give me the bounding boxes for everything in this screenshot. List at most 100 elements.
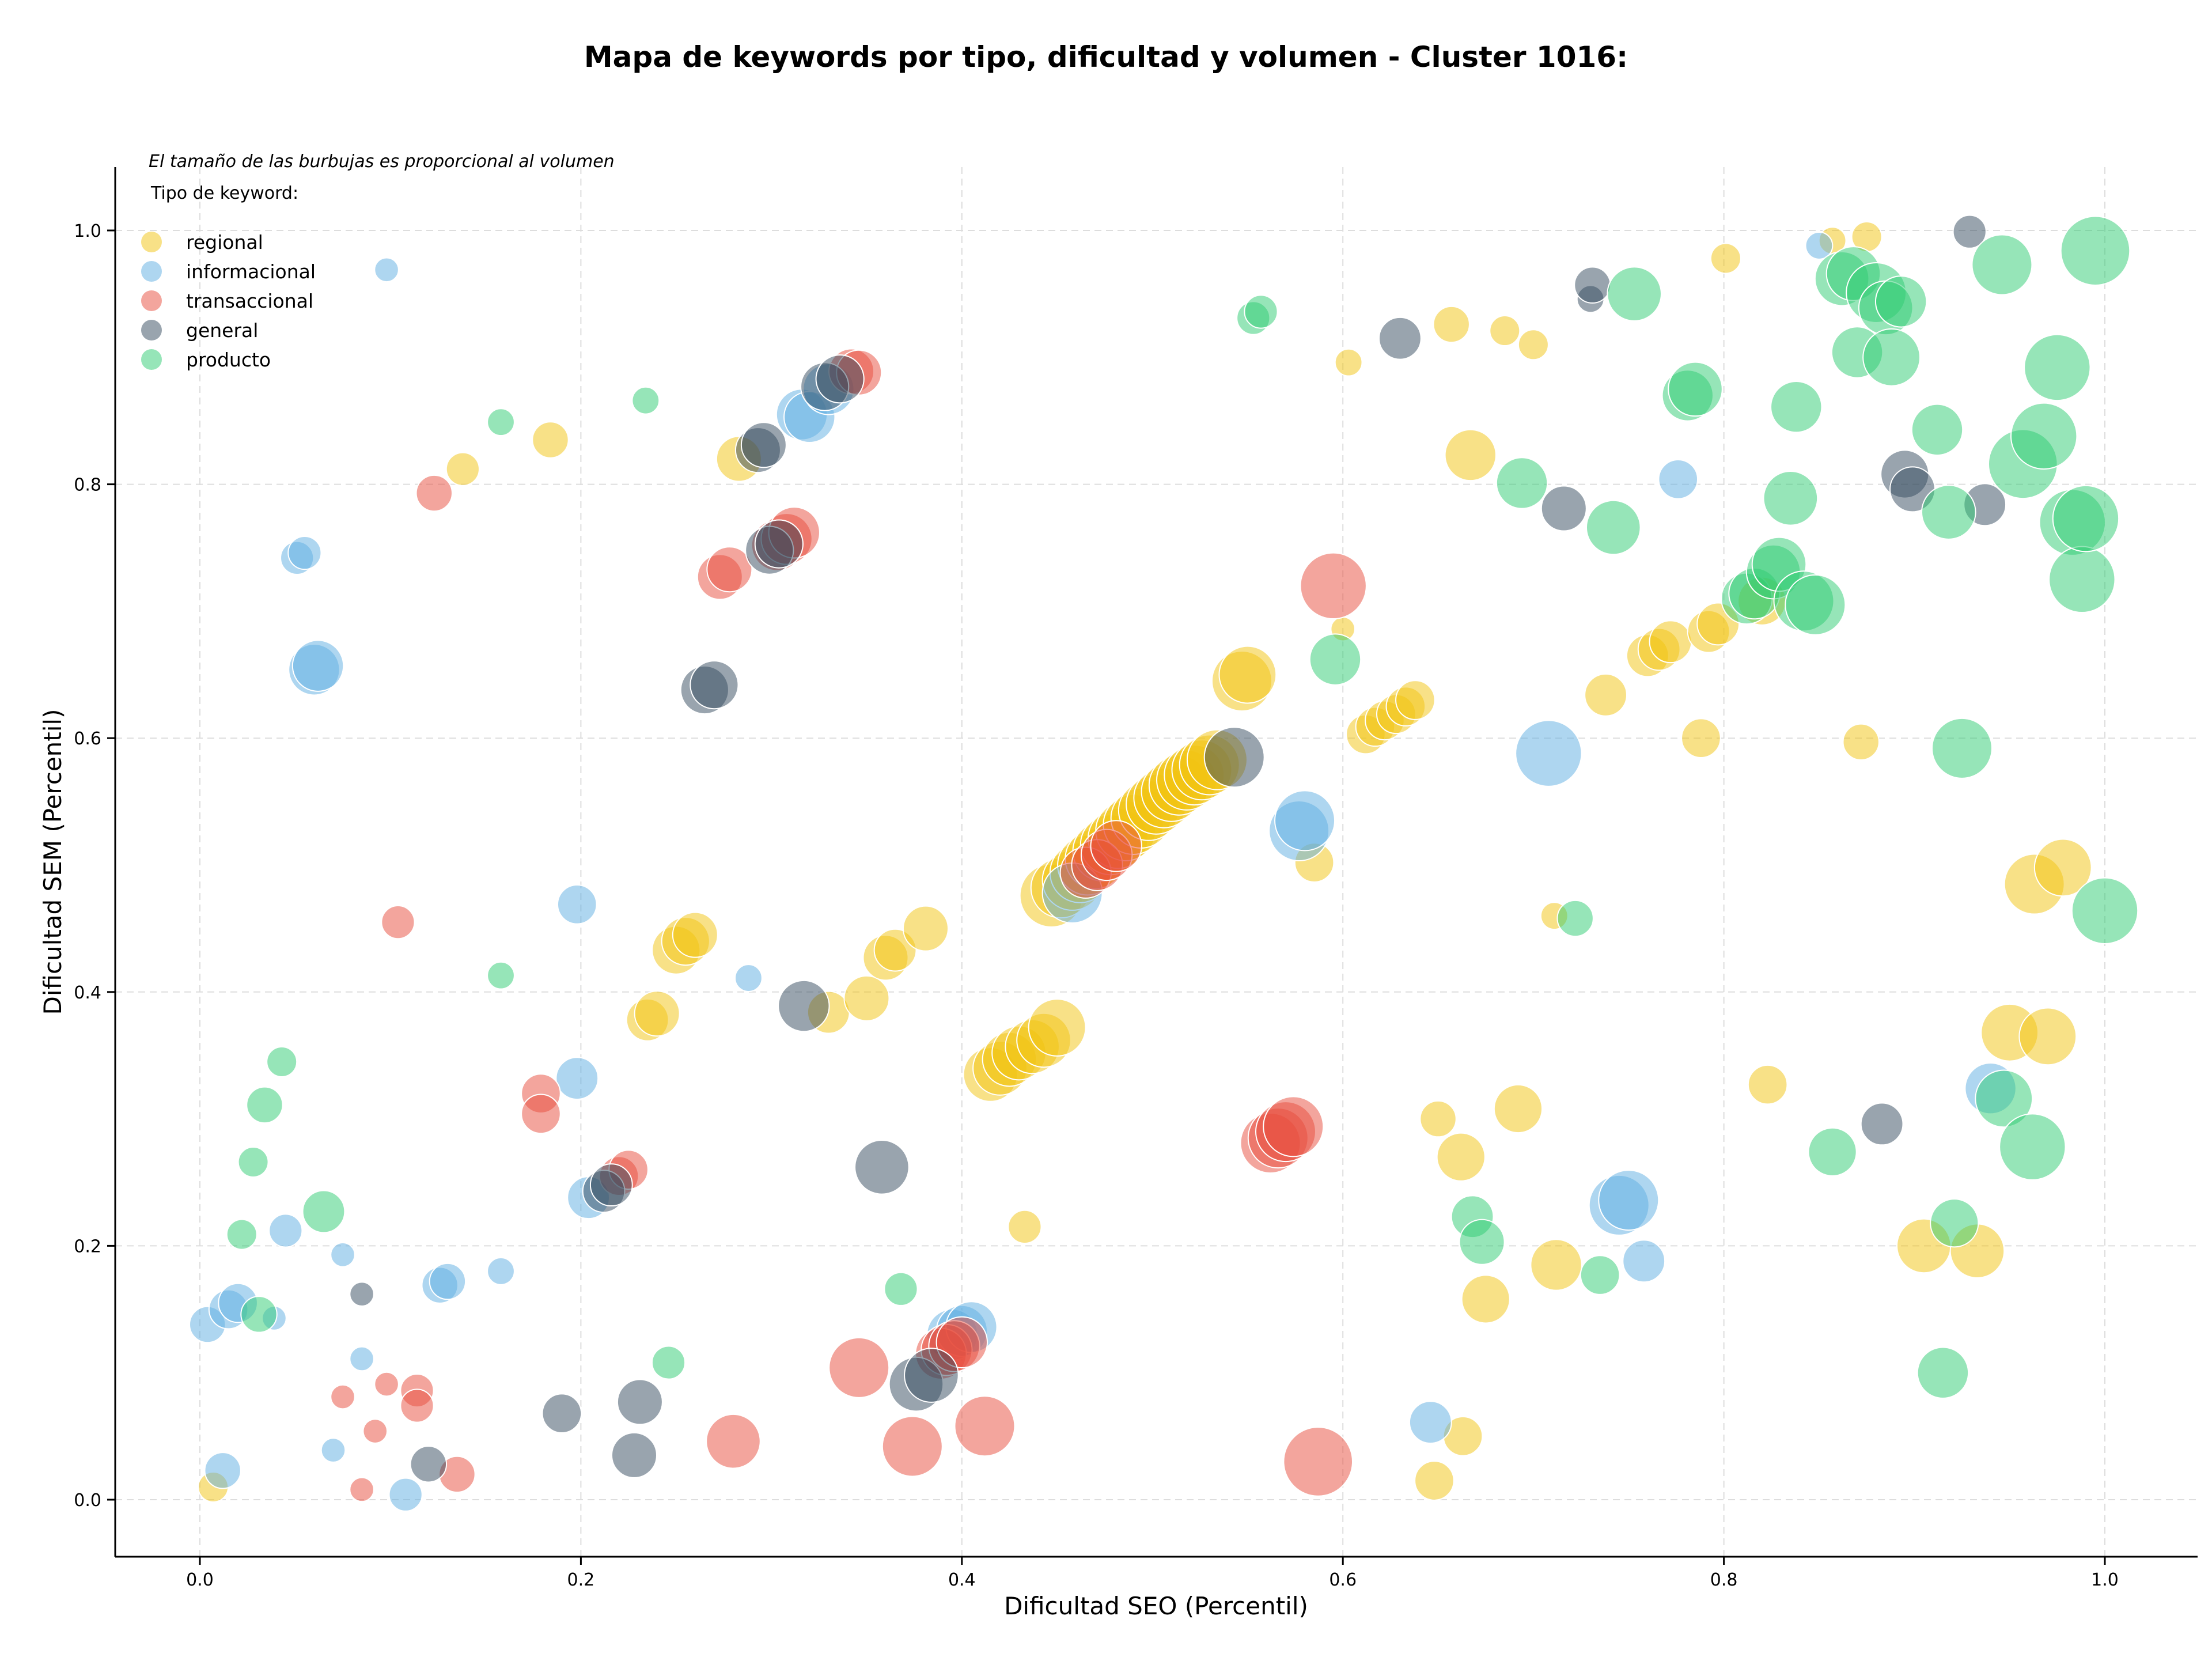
- bubble-transaccional: [362, 1418, 388, 1444]
- bubble-regional: [2018, 1007, 2077, 1066]
- bubble-regional: [1493, 1084, 1543, 1134]
- bubble-informacional: [1598, 1170, 1660, 1231]
- bubble-informacional: [1408, 1401, 1452, 1444]
- bubble-producto: [2010, 402, 2078, 470]
- bubble-producto: [1971, 234, 2033, 296]
- bubble-informacional: [487, 1257, 515, 1285]
- bubble-producto: [2060, 215, 2131, 286]
- bubble-transaccional: [521, 1094, 561, 1134]
- x-tick-label: 0.0: [186, 1570, 214, 1590]
- bubble-transaccional: [706, 1413, 761, 1469]
- bubble-general: [740, 422, 787, 468]
- bubble-producto: [631, 386, 660, 415]
- x-tick-label: 0.2: [567, 1570, 595, 1590]
- bubble-transaccional: [415, 474, 453, 512]
- bubble-transaccional: [349, 1477, 374, 1503]
- bubble-producto: [1309, 633, 1362, 686]
- legend: El tamaño de las burbujas es proporciona…: [141, 152, 615, 371]
- series-general: [349, 214, 2007, 1483]
- bubble-informacional: [349, 1346, 374, 1372]
- bubble-producto: [1459, 1219, 1505, 1265]
- bubble-regional: [1489, 315, 1521, 347]
- bubble-regional: [1584, 673, 1627, 717]
- ticks: 0.0 0.2 0.4 0.6 0.8 1.0 0.0 0.2 0.4 0.6 0.8 1.0: [74, 221, 2119, 1590]
- bubble-regional: [1517, 329, 1549, 361]
- bubble-transaccional: [1283, 1427, 1354, 1497]
- x-tick-label: 0.6: [1329, 1570, 1357, 1590]
- bubble-producto: [1770, 381, 1823, 433]
- bubble-regional: [1747, 1064, 1788, 1105]
- legend-marker-general: [141, 320, 162, 340]
- bubble-regional: [1444, 429, 1497, 482]
- bubble-informacional: [1805, 232, 1834, 260]
- bubble-regional: [1433, 305, 1470, 343]
- bubbles: [189, 214, 2139, 1512]
- bubble-informacional: [1515, 720, 1582, 787]
- bubble-regional: [2033, 838, 2092, 897]
- legend-label-regional: regional: [186, 231, 263, 253]
- bubble-transaccional: [828, 1337, 890, 1398]
- bubble-producto: [1921, 485, 1976, 540]
- bubble-informacional: [291, 640, 344, 692]
- bubble-producto: [1244, 294, 1278, 329]
- bubble-transaccional: [954, 1395, 1016, 1457]
- bubble-producto: [302, 1190, 346, 1234]
- axes: [114, 167, 2198, 1558]
- bubble-producto: [2052, 485, 2120, 553]
- bubble-producto: [1495, 457, 1548, 509]
- bubble-producto: [226, 1219, 257, 1250]
- bubble-regional: [1414, 1461, 1455, 1501]
- bubble-informacional: [287, 535, 322, 570]
- legend-label-informacional: informacional: [186, 260, 316, 283]
- bubble-producto: [1911, 403, 1964, 456]
- bubble-transaccional: [881, 1416, 943, 1477]
- bubble-general: [904, 1348, 959, 1403]
- series-producto: [226, 215, 2139, 1399]
- legend-label-producto: producto: [186, 349, 271, 371]
- bubble-producto: [487, 961, 515, 990]
- bubble-informacional: [268, 1213, 303, 1248]
- bubble-informacional: [374, 257, 399, 283]
- bubble-informacional: [330, 1242, 355, 1267]
- bubble-producto: [1556, 899, 1594, 937]
- bubble-transaccional: [374, 1371, 399, 1397]
- bubble-producto: [266, 1046, 298, 1077]
- bubble-informacional: [429, 1262, 467, 1300]
- bubble-regional: [843, 975, 890, 1021]
- bubble-transaccional: [1090, 820, 1142, 872]
- bubble-informacional: [734, 964, 763, 992]
- legend-label-transaccional: transaccional: [186, 290, 313, 312]
- bubble-transaccional: [330, 1384, 355, 1410]
- chart-title: Mapa de keywords por tipo, dificultad y …: [584, 40, 1628, 74]
- bubble-producto: [651, 1345, 686, 1380]
- bubble-informacional: [1622, 1239, 1666, 1283]
- bubble-informacional: [555, 1057, 599, 1100]
- bubble-producto: [1862, 328, 1921, 387]
- bubble-producto: [1785, 574, 1846, 635]
- bubble-general: [1952, 214, 1987, 249]
- y-tick-label: 1.0: [74, 221, 101, 241]
- bubble-general: [854, 1140, 910, 1195]
- x-tick-label: 1.0: [2091, 1570, 2119, 1590]
- bubble-general: [410, 1446, 448, 1483]
- bubble-producto: [1916, 1346, 1969, 1399]
- bubble-producto: [1975, 1069, 2033, 1128]
- bubble-regional: [445, 452, 480, 486]
- bubble-regional: [1218, 645, 1277, 704]
- series-transaccional: [330, 348, 1367, 1503]
- x-tick-label: 0.8: [1710, 1570, 1738, 1590]
- bubble-regional: [1461, 1274, 1510, 1324]
- bubble-producto: [1585, 500, 1641, 555]
- bubble-general: [690, 660, 739, 710]
- bubble-general: [778, 979, 830, 1032]
- bubble-general: [611, 1432, 657, 1478]
- bubble-informacional: [1658, 459, 1699, 500]
- bubble-size-note: El tamaño de las burbujas es proporciona…: [149, 152, 615, 172]
- bubble-informacional: [204, 1452, 241, 1489]
- bubble-general: [616, 1379, 663, 1425]
- bubble-general: [541, 1393, 582, 1433]
- bubble-informacional: [556, 884, 597, 925]
- bubble-regional: [1395, 680, 1435, 720]
- bubble-producto: [237, 1147, 269, 1178]
